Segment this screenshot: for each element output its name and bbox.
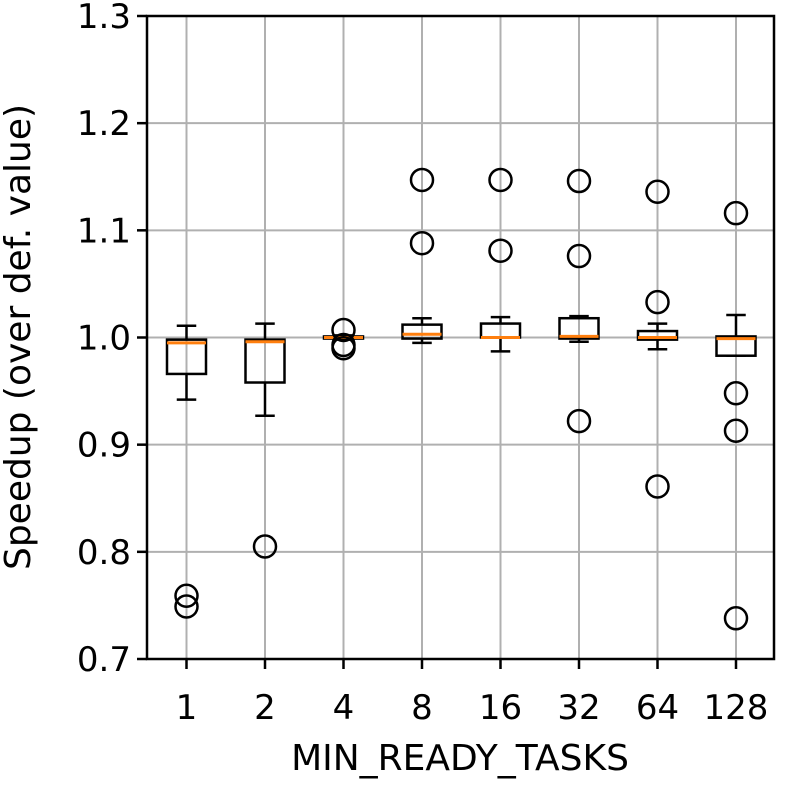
outlier-point <box>723 418 749 443</box>
grid-layer <box>147 15 774 660</box>
box-group-4 <box>322 317 365 361</box>
box <box>715 335 757 357</box>
outlier-point <box>723 200 749 226</box>
outlier-point <box>645 179 670 205</box>
box-group-2 <box>244 322 286 559</box>
box-group-1 <box>165 324 208 619</box>
outlier-point <box>488 238 513 263</box>
x-tick-label: 32 <box>557 688 600 728</box>
box-layer <box>165 167 757 631</box>
outlier-point <box>566 408 592 434</box>
outlier-point <box>723 606 749 631</box>
outlier-point <box>566 168 592 194</box>
outlier-point <box>409 167 435 193</box>
box <box>165 338 208 376</box>
y-tick-label: 0.7 <box>77 640 131 680</box>
outlier-point <box>331 317 356 343</box>
tick-layer: 0.7 0.8 0.9 1.0 1.1 1.2 1.3 1 2 4 8 16 32 64 128 <box>77 0 769 728</box>
y-tick-label: 0.8 <box>77 533 131 573</box>
box <box>244 338 286 384</box>
x-tick-label: 16 <box>479 688 522 728</box>
box-group-8 <box>401 167 443 345</box>
outlier-point <box>331 335 356 361</box>
outlier-point <box>723 380 749 406</box>
y-axis-label: Speedup (over def. value) <box>0 104 39 570</box>
outlier-point <box>566 243 592 269</box>
outlier-point <box>645 289 670 315</box>
box-group-128 <box>715 200 757 631</box>
outlier-point <box>409 230 435 256</box>
outlier-point <box>488 167 513 193</box>
y-tick-label: 1.2 <box>77 104 131 144</box>
y-tick-label: 1.0 <box>77 319 131 359</box>
x-axis-label: MIN_READY_TASKS <box>291 738 629 779</box>
outlier-point <box>252 534 278 559</box>
box <box>636 329 679 341</box>
x-tick-label: 4 <box>333 688 355 728</box>
box-group-32 <box>558 168 600 434</box>
outlier-point <box>174 583 199 609</box>
x-tick-label: 2 <box>254 688 276 728</box>
y-tick-label: 1.1 <box>77 211 131 251</box>
y-tick-label: 0.9 <box>77 426 131 466</box>
x-tick-label: 64 <box>636 688 679 728</box>
x-tick-label: 8 <box>411 688 433 728</box>
y-tick-label: 1.3 <box>77 0 131 37</box>
box <box>558 316 600 340</box>
outlier-point <box>645 474 670 499</box>
box-group-16 <box>479 167 522 353</box>
box-group-64 <box>636 179 679 499</box>
box <box>401 323 443 340</box>
outlier-point <box>174 594 199 619</box>
x-tick-label: 1 <box>176 688 198 728</box>
x-tick-label: 128 <box>704 688 769 728</box>
